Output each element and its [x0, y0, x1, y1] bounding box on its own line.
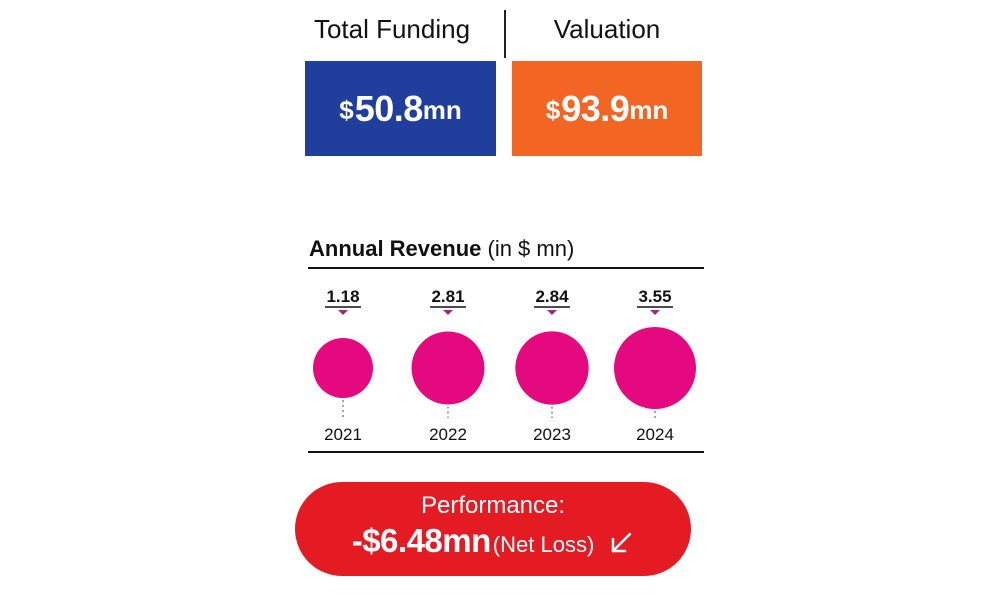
value-pointer [443, 310, 453, 315]
performance-pill: Performance: -$6.48mn (Net Loss) [295, 482, 691, 576]
performance-value: -$6.48mn [351, 522, 492, 559]
revenue-chart-title: Annual Revenue (in $ mn) [309, 236, 574, 262]
metric-divider [504, 10, 506, 58]
value-label: 2.84 [535, 287, 569, 306]
value-pointer [650, 310, 660, 315]
performance-label: Performance: [420, 492, 566, 519]
performance-value-row: -$6.48mn (Net Loss) [295, 522, 691, 560]
value-pointer [547, 310, 557, 315]
revenue-bubble [614, 327, 696, 409]
revenue-title-text: Annual Revenue [309, 236, 482, 261]
year-label: 2022 [429, 425, 467, 444]
funding-amount: 50.8 [354, 87, 424, 129]
revenue-title-unit: (in $ mn) [487, 236, 575, 261]
performance-note: (Net Loss) [492, 532, 595, 557]
funding-unit: mn [422, 95, 462, 125]
funding-currency-symbol: $ [339, 95, 354, 125]
revenue-bubble [411, 331, 485, 405]
valuation-value-box: $ 93.9 mn [512, 61, 702, 156]
value-label: 2.81 [431, 287, 464, 306]
year-label: 2023 [533, 425, 571, 444]
value-label: 3.55 [638, 287, 671, 306]
year-label: 2021 [324, 425, 362, 444]
valuation-unit: mn [629, 95, 669, 125]
revenue-bubble [515, 331, 589, 405]
valuation-amount: 93.9 [561, 87, 630, 129]
revenue-bubble [313, 338, 373, 398]
valuation-label: Valuation [553, 14, 661, 44]
bubbles-layer: 1.18 2021 2.81 2022 2.84 2023 3.55 2024 [313, 287, 696, 444]
total-funding-value-box: $ 50.8 mn [305, 61, 496, 156]
arrow-down-left-icon [612, 532, 632, 553]
valuation-currency-symbol: $ [545, 95, 561, 125]
value-label: 1.18 [326, 287, 359, 306]
value-pointer [338, 310, 348, 315]
total-funding-label: Total Funding [313, 14, 471, 44]
year-label: 2024 [636, 425, 674, 444]
